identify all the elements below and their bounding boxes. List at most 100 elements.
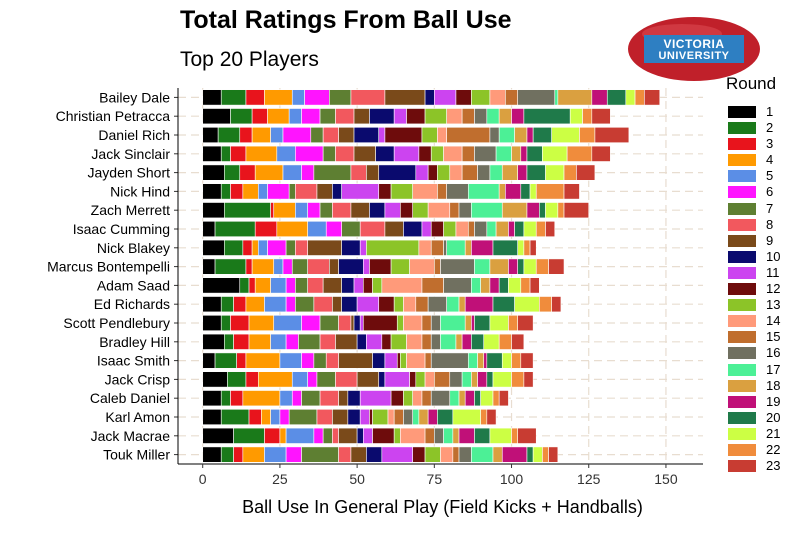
bar-segment <box>532 446 543 463</box>
legend-swatch <box>727 459 757 474</box>
legend-swatch <box>727 314 757 329</box>
bar-segment <box>375 145 395 162</box>
bar-segment <box>557 89 593 106</box>
bar-segment <box>430 352 469 369</box>
legend-item: 8 <box>727 217 780 233</box>
bar-segment <box>242 239 253 256</box>
bar-segment <box>498 277 509 294</box>
bar-segment <box>291 371 309 388</box>
bar-segment <box>511 333 525 350</box>
legend-label: 6 <box>766 184 774 200</box>
bar-segment <box>291 89 305 106</box>
bar-segment <box>285 239 296 256</box>
bar-segment <box>551 296 562 313</box>
bar-segment <box>242 446 265 463</box>
bar-segment <box>471 89 491 106</box>
bar-segment <box>424 427 435 444</box>
bar-segment <box>313 296 333 313</box>
player-label: Caleb Daniel <box>90 390 170 406</box>
bar-segment <box>325 220 342 238</box>
bar-segment <box>202 314 222 332</box>
bar-segment <box>245 258 253 275</box>
bar-segment <box>486 220 497 238</box>
bar-segment <box>477 371 488 388</box>
bar-segment <box>427 408 438 426</box>
legend-item: 17 <box>727 362 780 378</box>
bar-segment <box>359 220 386 238</box>
bar-segment <box>310 126 324 144</box>
bar-segment <box>409 258 435 275</box>
x-tick-label: 50 <box>349 471 365 487</box>
bar-segment <box>403 296 417 313</box>
bar-segment <box>257 239 268 256</box>
bar-segment <box>384 89 426 106</box>
bar-segment <box>489 427 512 444</box>
bar-segment <box>202 220 216 238</box>
legend-label: 10 <box>766 248 781 264</box>
bar-segment <box>517 239 525 256</box>
bar-segment <box>316 183 333 200</box>
bar-segment <box>526 145 543 162</box>
legend-swatch <box>727 249 757 264</box>
legend-swatch <box>727 137 757 152</box>
bar-segment <box>233 296 247 313</box>
bar-segment <box>415 296 429 313</box>
bar-segment <box>532 126 552 144</box>
legend-item: 19 <box>727 394 780 410</box>
bar-segment <box>276 145 296 162</box>
bar-segment <box>464 390 475 407</box>
bar-segment <box>535 258 549 275</box>
bar-segment <box>285 296 296 313</box>
bar-segment <box>353 277 364 294</box>
bar-segment <box>644 89 661 106</box>
bar-segment <box>220 89 247 106</box>
bar-segment <box>202 108 231 125</box>
player-label: Marcus Bontempelli <box>47 259 170 275</box>
bar-segment <box>220 296 234 313</box>
bar-segment <box>430 390 451 407</box>
bar-segment <box>449 371 463 388</box>
bar-segment <box>387 408 395 426</box>
bar-segment <box>511 108 525 125</box>
legend-label: 7 <box>766 200 774 216</box>
bar-segment <box>285 277 296 294</box>
bar-segment <box>202 239 225 256</box>
bar-segment <box>517 427 537 444</box>
bar-segment <box>446 296 460 313</box>
bar-segment <box>511 145 522 162</box>
bar-segment <box>224 202 271 219</box>
chart-title: Total Ratings From Ball Use <box>180 6 512 34</box>
legend-item: 14 <box>727 313 780 329</box>
bar-segment <box>214 220 256 238</box>
bar-segment <box>307 202 321 219</box>
bar-segment <box>335 108 355 125</box>
bar-segment <box>350 202 370 219</box>
bar-segment <box>449 390 460 407</box>
legend-swatch <box>727 282 757 297</box>
bar-segment <box>501 446 528 463</box>
bar-segment <box>245 89 265 106</box>
bar-segment <box>316 408 333 426</box>
bar-segment <box>511 352 522 369</box>
legend-item: 2 <box>727 120 780 136</box>
legend-item: 4 <box>727 152 780 168</box>
bar-segment <box>498 333 512 350</box>
bar-segment <box>471 333 485 350</box>
bar-segment <box>406 333 423 350</box>
bar-segment <box>285 446 302 463</box>
bar-segment <box>338 126 355 144</box>
bar-segment <box>202 145 222 162</box>
bar-segment <box>307 371 318 388</box>
legend-title: Round <box>726 74 777 93</box>
bar-segment <box>474 427 491 444</box>
bar-segment <box>576 164 596 181</box>
bar-segment <box>409 371 417 388</box>
bar-segment <box>366 333 383 350</box>
bar-segment <box>424 89 435 106</box>
bar-segment <box>461 145 475 162</box>
bar-segment <box>523 220 537 238</box>
bar-segment <box>535 183 565 200</box>
bar-segment <box>440 258 475 275</box>
bar-segment <box>501 164 519 181</box>
bar-segment <box>412 408 420 426</box>
